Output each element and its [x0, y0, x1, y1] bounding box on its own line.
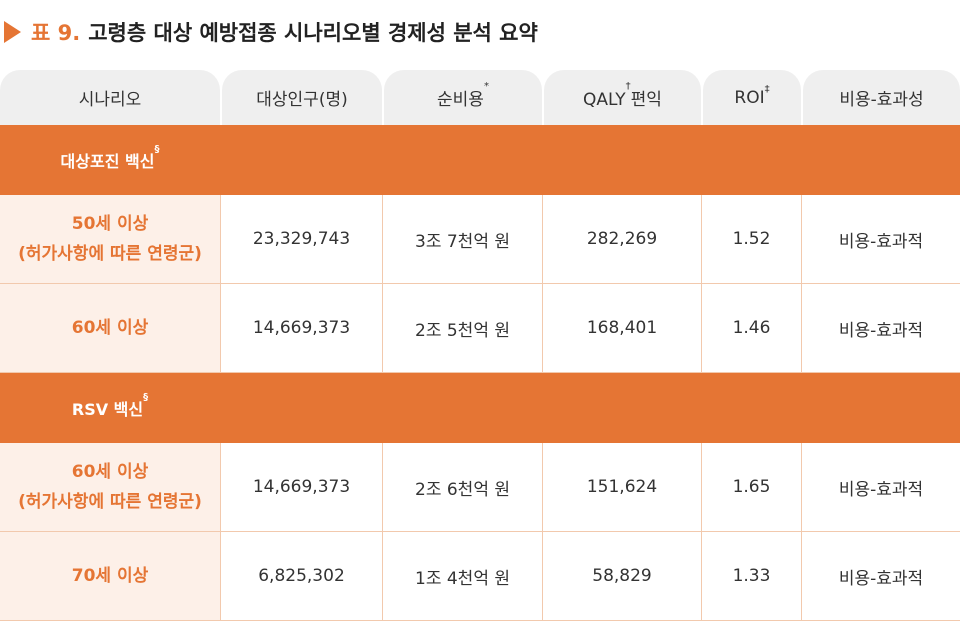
superscript: † [625, 81, 631, 92]
table-cell: 151,624 [542, 443, 701, 532]
row-label-line: (허가사항에 따른 연령군) [18, 244, 202, 264]
header-cell: 비용-효과성 [803, 70, 960, 125]
table-cell: 6,825,302 [220, 532, 382, 621]
header-text: ROI‡ [734, 84, 769, 108]
superscript: * [483, 81, 489, 92]
table-cell: 282,269 [542, 195, 701, 284]
title-marker [4, 21, 21, 43]
text: RSV 백신 [71, 400, 144, 419]
text: 시나리오 [78, 90, 142, 110]
header-text: 순비용* [437, 81, 489, 110]
row-label: 70세 이상 [0, 532, 220, 621]
table-cell: 2조 6천억 원 [382, 443, 542, 532]
table-cell: 1.46 [701, 284, 801, 373]
table-cell: 168,401 [542, 284, 701, 373]
row-label-line: 60세 이상 [71, 462, 149, 482]
text: ROI [734, 87, 765, 108]
section-title: 대상포진 백신§ [0, 144, 220, 172]
table-cell: 14,669,373 [220, 443, 382, 532]
table-cell: 비용-효과적 [801, 284, 960, 373]
row-label: 60세 이상 [0, 284, 220, 373]
header-cell: QALY†편익 [544, 70, 701, 125]
row-label-line: 60세 이상 [71, 318, 149, 338]
header-text: QALY†편익 [583, 81, 662, 110]
table-cell: 1.33 [701, 532, 801, 621]
text: 편익 [630, 90, 662, 110]
superscript: § [154, 144, 160, 155]
section-band: 대상포진 백신§ [0, 125, 960, 195]
table-cell: 58,829 [542, 532, 701, 621]
row-label-line: 70세 이상 [71, 566, 149, 586]
superscript: § [143, 392, 149, 403]
table-cell: 2조 5천억 원 [382, 284, 542, 373]
row-label: 50세 이상 (허가사항에 따른 연령군) [0, 195, 220, 284]
text: 대상인구(명) [256, 90, 348, 110]
table-cell: 23,329,743 [220, 195, 382, 284]
title: 표 9. 고령층 대상 예방접종 시나리오별 경제성 분석 요약 [0, 14, 538, 50]
table-cell: 3조 7천억 원 [382, 195, 542, 284]
row-label: 60세 이상 (허가사항에 따른 연령군) [0, 443, 220, 532]
header-cell: 대상인구(명) [222, 70, 382, 125]
text: QALY [583, 90, 626, 110]
table-cell: 비용-효과적 [801, 532, 960, 621]
header-cell: 시나리오 [0, 70, 220, 125]
title-text: 고령층 대상 예방접종 시나리오별 경제성 분석 요약 [88, 21, 538, 45]
row-label-line: 50세 이상 [71, 214, 149, 234]
title-label: 표 9. [31, 21, 81, 45]
header-text: 시나리오 [79, 85, 142, 110]
header-cell: ROI‡ [703, 70, 801, 125]
table-cell: 1조 4천억 원 [382, 532, 542, 621]
section-title: RSV 백신§ [0, 392, 220, 420]
header-cell: 순비용* [384, 70, 542, 125]
text: 대상포진 백신 [60, 152, 155, 171]
header-text: 대상인구(명) [256, 85, 347, 110]
table-cell: 비용-효과적 [801, 443, 960, 532]
table-cell: 1.52 [701, 195, 801, 284]
table-cell: 14,669,373 [220, 284, 382, 373]
table-cell: 1.65 [701, 443, 801, 532]
table-cell: 비용-효과적 [801, 195, 960, 284]
section-band: RSV 백신§ [0, 373, 960, 443]
text: 순비용 [437, 90, 484, 110]
header-text: 비용-효과성 [839, 85, 923, 110]
text: 비용-효과성 [839, 90, 924, 110]
superscript: ‡ [764, 83, 770, 95]
row-label-line: (허가사항에 따른 연령군) [18, 492, 202, 512]
